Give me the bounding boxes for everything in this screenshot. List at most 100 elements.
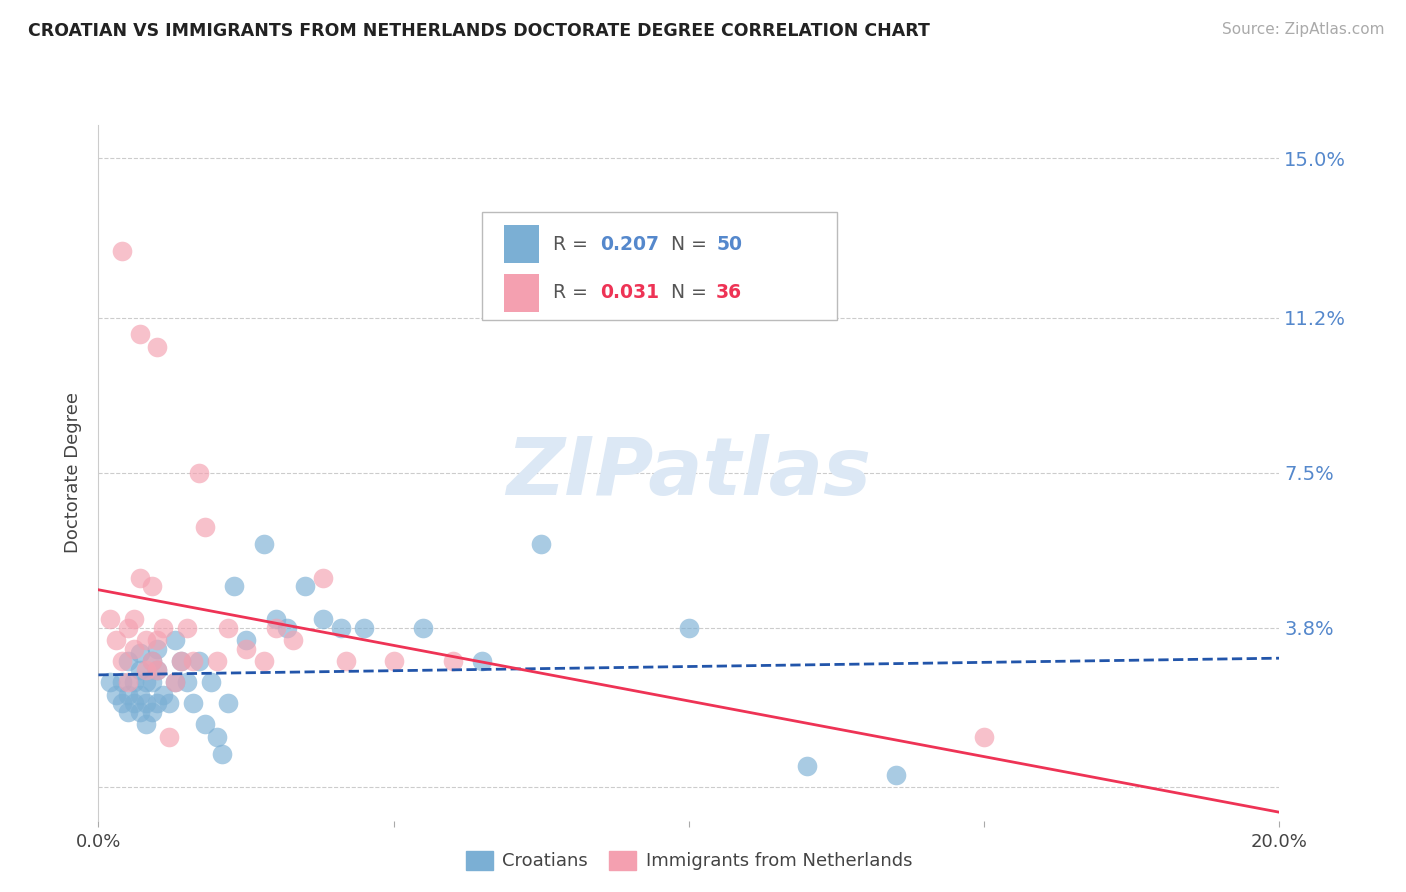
Point [105,688,128,702]
Point [135,663,157,677]
Point [105,633,128,648]
Text: CROATIAN VS IMMIGRANTS FROM NETHERLANDS DOCTORATE DEGREE CORRELATION CHART: CROATIAN VS IMMIGRANTS FROM NETHERLANDS … [28,22,929,40]
Point [165,675,187,690]
Point [98,612,121,626]
FancyBboxPatch shape [503,225,538,263]
Point [157,730,180,744]
Text: N =: N = [671,284,713,302]
Point [128,570,150,584]
Point [205,654,228,668]
Point [283,633,305,648]
Text: ZIPatlas: ZIPatlas [506,434,872,512]
Point [146,340,169,354]
Text: 0.031: 0.031 [600,284,659,302]
Point [146,696,169,710]
Text: R =: R = [553,284,593,302]
Point [117,621,139,635]
Point [678,621,700,635]
Point [294,579,316,593]
Point [194,717,217,731]
Text: Source: ZipAtlas.com: Source: ZipAtlas.com [1222,22,1385,37]
Legend: Croatians, Immigrants from Netherlands: Croatians, Immigrants from Netherlands [458,844,920,878]
Point [128,705,150,719]
Point [253,654,276,668]
Point [122,675,145,690]
Point [135,633,157,648]
Point [353,621,375,635]
Point [187,654,209,668]
Point [312,570,335,584]
Point [117,688,139,702]
Point [187,466,209,480]
FancyBboxPatch shape [482,212,837,319]
Point [194,520,217,534]
Point [211,747,233,761]
Point [884,767,907,781]
Point [98,675,121,690]
Point [217,621,239,635]
Point [181,696,204,710]
Point [146,663,169,677]
Point [235,633,257,648]
Point [111,654,134,668]
Point [170,654,193,668]
Point [205,730,228,744]
FancyBboxPatch shape [503,274,538,312]
Point [146,641,169,656]
Point [441,654,464,668]
Text: 0.207: 0.207 [600,235,659,253]
Point [135,696,157,710]
Point [181,654,204,668]
Point [128,688,150,702]
Point [117,675,139,690]
Point [176,675,198,690]
Point [264,621,287,635]
Y-axis label: Doctorate Degree: Doctorate Degree [65,392,83,553]
Point [335,654,357,668]
Point [111,244,134,258]
Point [412,621,434,635]
Point [141,654,163,668]
Point [128,646,150,660]
Point [128,327,150,342]
Point [224,579,246,593]
Point [141,654,163,668]
Text: R =: R = [553,235,593,253]
Point [152,688,174,702]
Point [165,633,187,648]
Point [530,537,553,551]
Point [146,633,169,648]
Point [141,579,163,593]
Point [170,654,193,668]
Point [264,612,287,626]
Point [157,696,180,710]
Point [796,759,818,773]
Point [128,663,150,677]
Point [276,621,298,635]
Text: 36: 36 [716,284,742,302]
Point [122,696,145,710]
Point [135,675,157,690]
Point [141,675,163,690]
Point [312,612,335,626]
Point [235,641,257,656]
Point [141,705,163,719]
Point [471,654,494,668]
Point [122,612,145,626]
Point [200,675,222,690]
Point [382,654,405,668]
Point [117,654,139,668]
Point [152,621,174,635]
Point [111,696,134,710]
Point [122,641,145,656]
Point [165,675,187,690]
Text: N =: N = [671,235,713,253]
Point [217,696,239,710]
Point [329,621,352,635]
Point [146,663,169,677]
Point [253,537,276,551]
Point [135,717,157,731]
Point [176,621,198,635]
Point [111,675,134,690]
Text: 50: 50 [716,235,742,253]
